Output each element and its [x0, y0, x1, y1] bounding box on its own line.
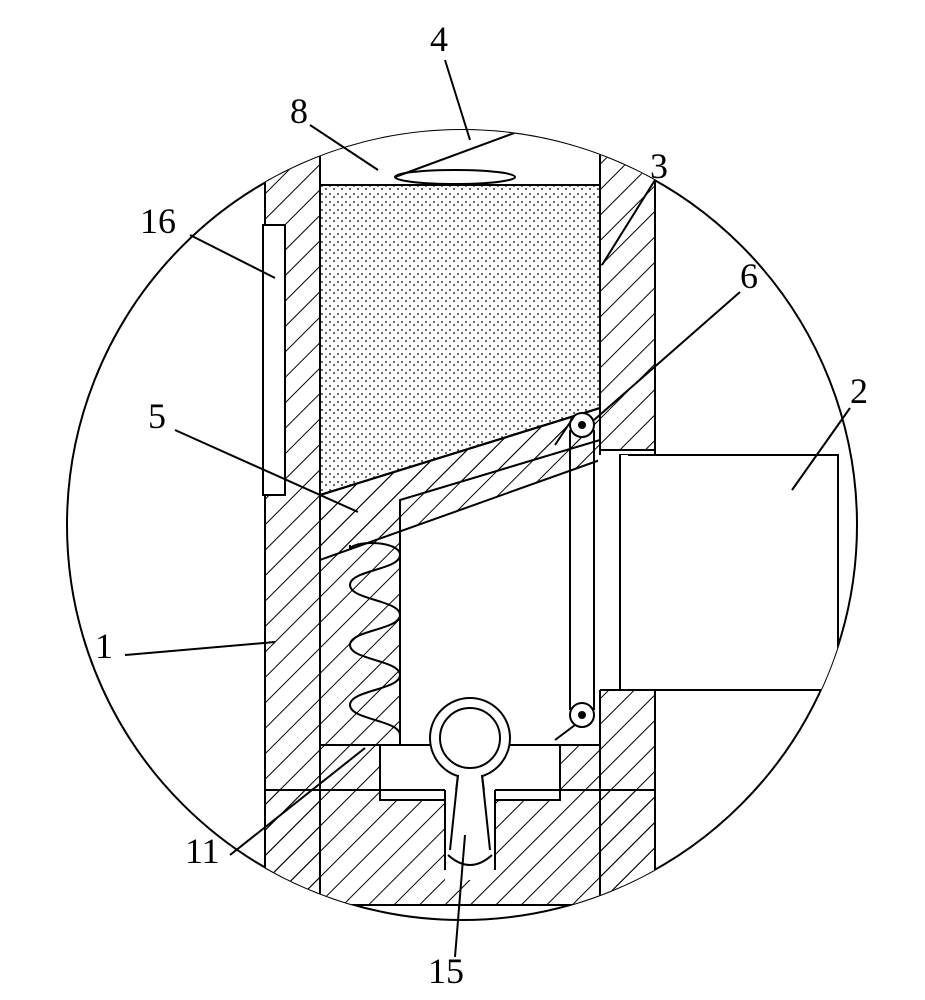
label-15: 15: [428, 950, 464, 992]
label-2: 2: [850, 370, 868, 412]
flap-base: [395, 170, 515, 184]
label-16: 16: [140, 200, 176, 242]
side-box: [620, 455, 838, 690]
ledge-left: [320, 745, 380, 790]
label-5: 5: [148, 395, 166, 437]
diagram-canvas: [0, 0, 925, 1000]
left-slot: [263, 225, 285, 495]
label-11: 11: [185, 830, 220, 872]
label-8: 8: [290, 90, 308, 132]
ledge-right: [560, 745, 600, 790]
label-3: 3: [650, 145, 668, 187]
granular-material: [320, 185, 600, 410]
label-1: 1: [95, 625, 113, 667]
label-6: 6: [740, 255, 758, 297]
right-wall-hatch-upper: [600, 110, 655, 450]
label-4: 4: [430, 18, 448, 60]
